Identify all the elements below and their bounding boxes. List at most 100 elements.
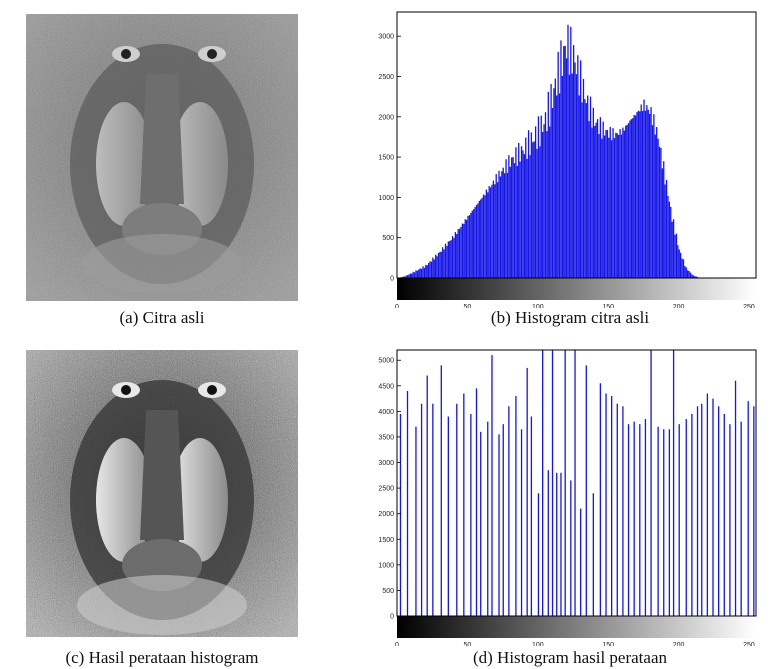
- histogram-bar: [519, 161, 521, 278]
- y-tick-label: 1000: [378, 562, 394, 569]
- histogram-bar: [601, 138, 603, 278]
- histogram-bar: [589, 96, 592, 278]
- histogram-bar: [499, 176, 502, 278]
- histogram-bar: [470, 413, 472, 616]
- histogram-bar: [480, 431, 482, 616]
- histogram-bar: [527, 130, 530, 278]
- histogram-bar: [523, 154, 526, 278]
- histogram-bar: [582, 78, 585, 279]
- bar-series: [398, 24, 700, 279]
- histogram-bar: [609, 126, 611, 278]
- histogram-bar: [668, 201, 671, 278]
- histogram-bar: [487, 192, 489, 278]
- histogram-bar: [492, 180, 495, 278]
- histogram-bar: [646, 105, 648, 278]
- histogram-bar: [581, 102, 583, 278]
- histogram-bar: [615, 132, 617, 278]
- histogram-bar: [496, 182, 499, 278]
- histogram-bar: [599, 383, 602, 616]
- histogram-bar: [664, 184, 666, 278]
- y-tick-label: 2500: [378, 74, 394, 81]
- histogram-bar: [440, 365, 442, 616]
- y-tick-label: 2500: [378, 486, 394, 493]
- histogram-bar: [661, 168, 663, 278]
- histogram-bar: [550, 84, 552, 278]
- histogram-bar: [473, 209, 475, 278]
- histogram-bar: [634, 115, 637, 278]
- histogram-bar: [446, 245, 448, 278]
- histogram-bar: [520, 146, 523, 278]
- histogram-bar: [572, 45, 575, 278]
- histogram-bar: [577, 55, 579, 279]
- histogram-bar: [556, 95, 558, 278]
- histogram-bar: [605, 129, 607, 278]
- caption-b: (b) Histogram citra asli: [490, 308, 650, 327]
- histogram-bar: [651, 125, 654, 279]
- histogram-bar: [423, 267, 426, 278]
- y-tick-label: 500: [382, 235, 394, 242]
- histogram-bar: [429, 261, 431, 278]
- histogram-equalized-plot: 0500100015002000250030003500400045005000…: [378, 349, 757, 646]
- histogram-bar: [404, 276, 406, 278]
- histogram-bar: [474, 206, 476, 278]
- histogram-bar: [575, 74, 578, 278]
- histogram-bar: [688, 270, 690, 278]
- histogram-bar: [610, 140, 613, 278]
- histogram-bar: [512, 157, 514, 278]
- histogram-bar: [618, 135, 620, 278]
- histogram-bar: [657, 426, 659, 616]
- histogram-bar: [612, 128, 614, 278]
- histogram-bar: [729, 424, 731, 616]
- histogram-bar: [427, 263, 430, 278]
- histogram-bar: [695, 276, 697, 278]
- histogram-bar: [447, 416, 449, 616]
- histogram-bar: [508, 406, 510, 616]
- histogram-bar: [522, 150, 524, 278]
- histogram-bar: [439, 251, 441, 278]
- histogram-bar: [706, 393, 709, 616]
- histogram-bar: [641, 110, 644, 278]
- histogram-bar: [603, 135, 606, 278]
- x-tick-label: 50: [463, 304, 471, 308]
- histogram-bar: [484, 195, 486, 278]
- histogram-bar: [580, 60, 582, 278]
- histogram-bar: [419, 268, 421, 278]
- y-tick-label: 1500: [378, 537, 394, 544]
- x-tick-label: 150: [602, 642, 614, 646]
- histogram-bar: [753, 406, 755, 616]
- histogram-bar: [405, 275, 407, 278]
- y-tick-label: 2000: [378, 511, 394, 518]
- histogram-bar: [494, 184, 496, 278]
- histogram-bar: [477, 203, 479, 278]
- histogram-bar: [561, 75, 564, 278]
- histogram-bar: [599, 117, 602, 278]
- histogram-bar: [563, 46, 565, 278]
- histogram-bar: [440, 251, 442, 278]
- histogram-bar: [537, 493, 540, 616]
- histogram-bar: [598, 134, 600, 278]
- histogram-bar: [436, 256, 438, 278]
- histogram-bar: [672, 219, 675, 278]
- histogram-bar: [485, 189, 487, 278]
- histogram-bar: [532, 142, 534, 278]
- histogram-bar: [592, 493, 594, 616]
- x-tick-label: 150: [602, 304, 614, 308]
- histogram-bar: [456, 403, 458, 616]
- histogram-bar: [570, 480, 572, 616]
- histogram-bar: [650, 350, 652, 616]
- histogram-bar: [430, 261, 433, 278]
- histogram-bar: [595, 122, 597, 278]
- histogram-bar: [540, 115, 542, 278]
- histogram-bar: [547, 470, 549, 616]
- y-tick-label: 2000: [378, 114, 394, 121]
- histogram-bar: [584, 99, 586, 279]
- histogram-bar: [657, 138, 659, 278]
- histogram-bar: [571, 73, 573, 278]
- histogram-bar: [568, 74, 571, 279]
- histogram-bar: [643, 99, 645, 278]
- histogram-bar: [412, 271, 414, 278]
- histogram-bar: [639, 111, 641, 278]
- equalized-image: [26, 350, 298, 637]
- histogram-bar: [530, 416, 533, 616]
- histogram-bar: [629, 120, 631, 279]
